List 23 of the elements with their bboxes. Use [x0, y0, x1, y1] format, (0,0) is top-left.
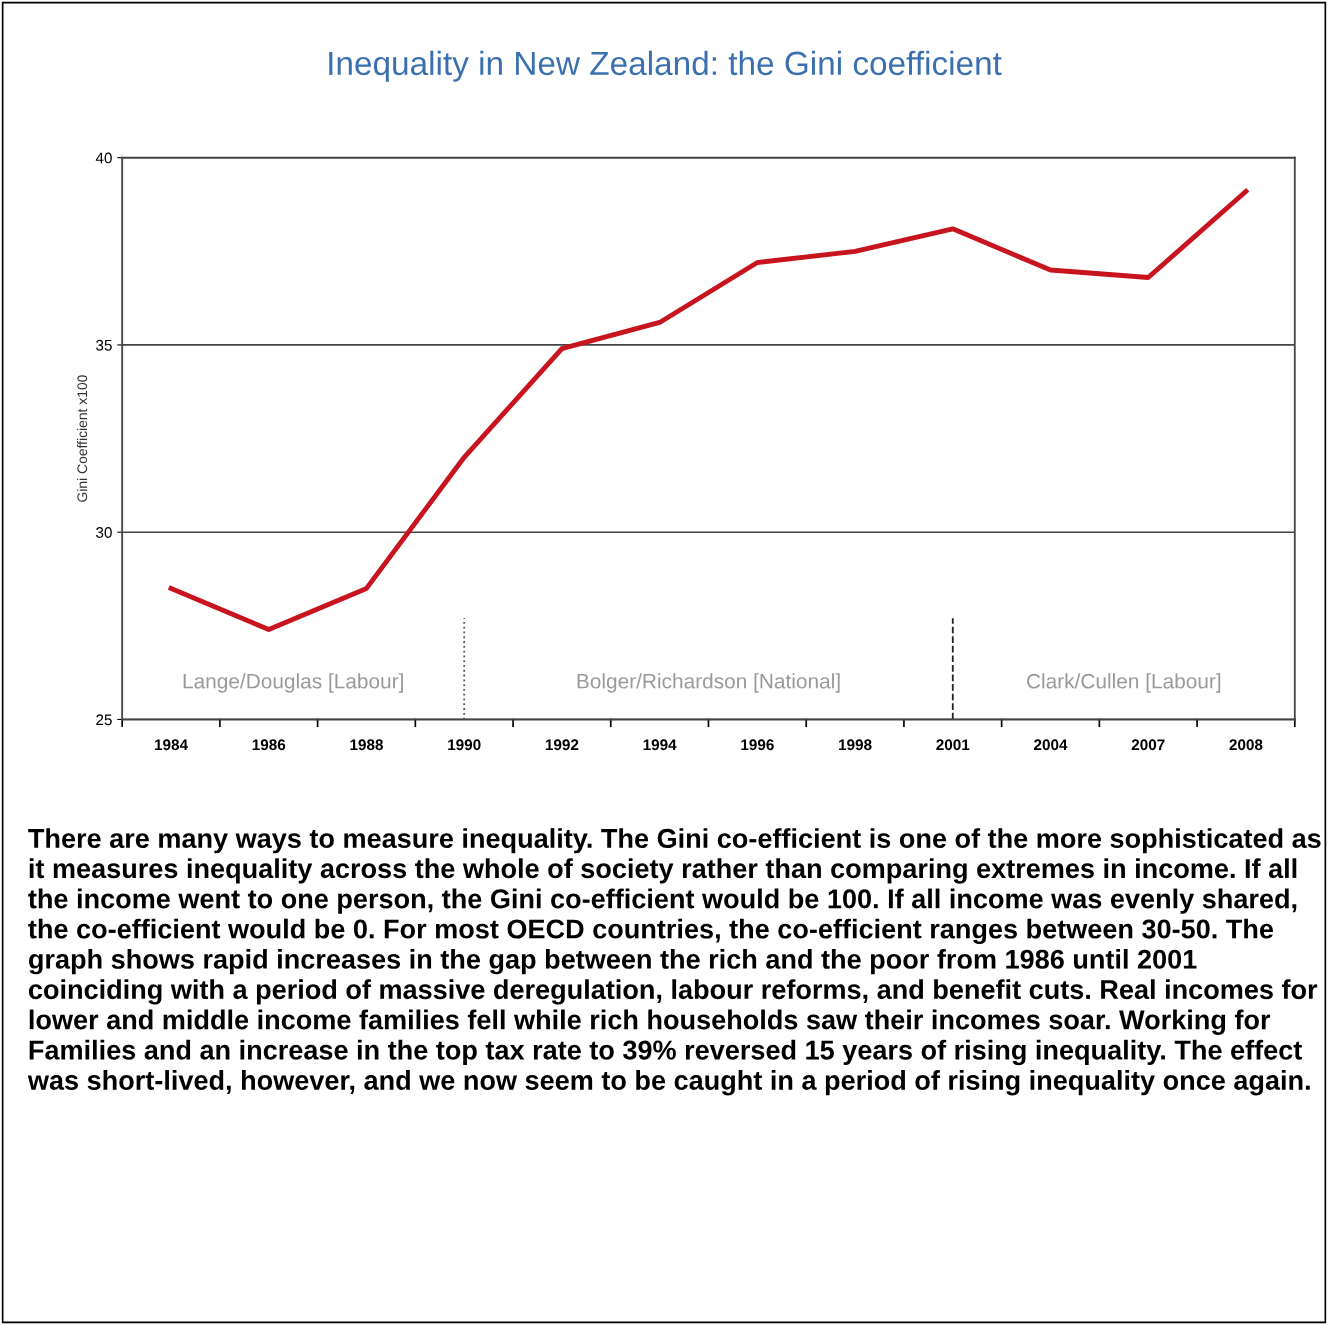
y-tick-label: 25 — [96, 714, 112, 726]
x-tick-label: 1996 — [741, 739, 774, 751]
text: There are many ways to measure inequality. The Gini co-efficient is one of the more sophisticated as it measures inequality across the whole of society rather than comparing extremes in income. If all the income went to one person, the Gini co-efficient would be 100. If all income was evenly shared, the co-efficient would be 0. For most OECD countries, the co-efficient ranges between 30-50. The graph shows rapid increases in the gap between the rich and the poor from 1986 until 2001 coinciding with a period of massive deregulation, labour reforms, and benefit cuts. Real incomes for lower and middle income families fell while rich households saw their incomes soar. Working for Families and an increase in the top tax rate to 39% reversed 15 years of rising inequality. The effect was short-lived, however, and we now seem to be caught in a period of rising inequality once again. — [27, 828, 1321, 1096]
x-tick-label: 1998 — [839, 739, 872, 751]
x-tick-label: 2007 — [1131, 739, 1165, 751]
x-tick-label: 2001 — [936, 739, 970, 751]
annotation: Clark/Cullen [Labour] — [1027, 673, 1221, 693]
y-tick-label: 40 — [95, 152, 112, 164]
x-tick-label: 1984 — [155, 739, 188, 751]
annotation: Bolger/Richardson [National] — [577, 673, 840, 693]
x-tick-label: 1994 — [643, 739, 677, 751]
y-tick-label: 30 — [96, 527, 112, 538]
x-tick-label: 2008 — [1229, 739, 1263, 751]
x-tick-label: 2004 — [1034, 739, 1068, 751]
x-tick-label: 1992 — [545, 739, 579, 751]
y-axis-title: Gini Coefficient x100 — [76, 375, 88, 502]
line-series — [168, 188, 1249, 633]
x-tick-label: 1986 — [252, 739, 286, 751]
y-tick-label: 35 — [96, 339, 112, 351]
x-tick-label: 1988 — [350, 739, 383, 751]
annotation: Lange/Douglas [Labour] — [183, 673, 403, 693]
chart-title: Inequality in New Zealand: the Gini coefficient — [329, 50, 1002, 82]
x-tick-label: 1990 — [448, 739, 481, 751]
